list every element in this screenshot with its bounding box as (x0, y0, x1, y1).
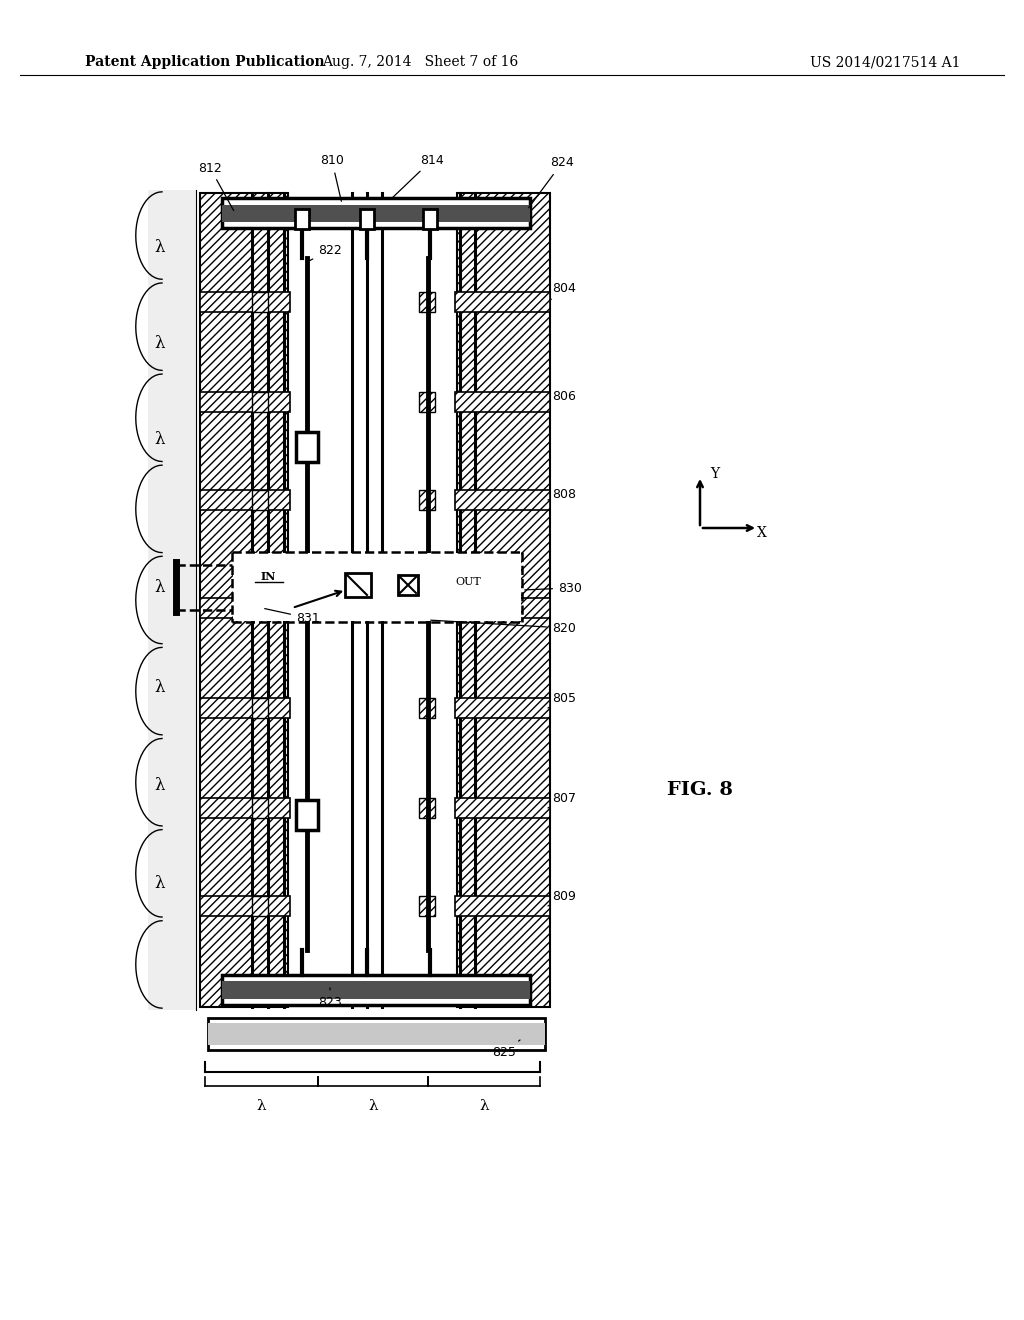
Bar (200, 490, 290, 510)
Bar (419, 698, 435, 718)
Bar (200, 292, 290, 312)
Bar (455, 799, 550, 818)
Bar (423, 209, 437, 228)
Text: 822: 822 (309, 243, 342, 261)
Bar (252, 698, 268, 718)
Bar (200, 193, 288, 1007)
Text: 807: 807 (548, 792, 575, 808)
Bar (360, 209, 374, 228)
Text: λ: λ (155, 680, 165, 697)
Bar (455, 292, 550, 312)
Bar (252, 799, 268, 818)
Text: 820: 820 (431, 620, 575, 635)
Bar (252, 490, 268, 510)
Bar (252, 598, 268, 618)
Bar (233, 553, 521, 620)
Text: 808: 808 (548, 487, 575, 500)
Bar (419, 490, 435, 510)
Bar (455, 698, 550, 718)
Bar (222, 205, 530, 222)
Text: 812: 812 (199, 161, 233, 211)
Bar (208, 1018, 545, 1049)
Text: Y: Y (711, 467, 720, 480)
Text: λ: λ (257, 1100, 266, 1113)
Bar (295, 209, 309, 228)
Bar (455, 490, 550, 510)
Text: Aug. 7, 2014   Sheet 7 of 16: Aug. 7, 2014 Sheet 7 of 16 (322, 55, 518, 69)
Text: 806: 806 (548, 389, 575, 403)
Text: 805: 805 (548, 692, 575, 708)
Bar (252, 896, 268, 916)
Bar (419, 292, 435, 312)
Text: FIG. 8: FIG. 8 (667, 781, 733, 799)
Text: 823: 823 (318, 987, 342, 1008)
Bar (200, 698, 290, 718)
Text: λ: λ (155, 432, 165, 449)
Text: λ: λ (155, 579, 165, 597)
Text: OUT: OUT (455, 577, 480, 587)
Text: X: X (757, 525, 767, 540)
Text: 814: 814 (392, 153, 443, 198)
Text: 809: 809 (548, 890, 575, 906)
Bar (457, 193, 550, 1007)
Text: 831: 831 (265, 609, 319, 624)
Text: λ: λ (369, 1100, 378, 1113)
Text: US 2014/0217514 A1: US 2014/0217514 A1 (810, 55, 961, 69)
Text: IN: IN (260, 570, 275, 582)
Text: λ: λ (155, 875, 165, 892)
Bar (200, 598, 290, 618)
Bar (200, 799, 290, 818)
Bar (455, 392, 550, 412)
Bar (148, 190, 196, 1010)
Bar (200, 392, 290, 412)
Text: λ: λ (155, 239, 165, 256)
Bar (252, 292, 268, 312)
Bar (419, 598, 435, 618)
Text: Patent Application Publication: Patent Application Publication (85, 55, 325, 69)
Text: 825: 825 (492, 1040, 520, 1059)
Bar (419, 392, 435, 412)
Bar (296, 432, 318, 462)
Bar (208, 1023, 545, 1045)
Bar (398, 576, 418, 595)
Bar (222, 198, 530, 228)
Text: λ: λ (155, 777, 165, 795)
Bar (345, 573, 371, 597)
Text: 824: 824 (528, 157, 573, 207)
Text: 810: 810 (321, 154, 344, 201)
Text: 804: 804 (550, 281, 575, 300)
Bar (419, 799, 435, 818)
Bar (419, 896, 435, 916)
Text: 830: 830 (524, 582, 582, 594)
Bar (455, 598, 550, 618)
Bar (222, 981, 530, 999)
Bar (296, 800, 318, 830)
Bar (252, 392, 268, 412)
Bar (200, 896, 290, 916)
Bar (455, 896, 550, 916)
Bar (222, 975, 530, 1005)
Text: λ: λ (155, 335, 165, 352)
Text: λ: λ (479, 1100, 488, 1113)
